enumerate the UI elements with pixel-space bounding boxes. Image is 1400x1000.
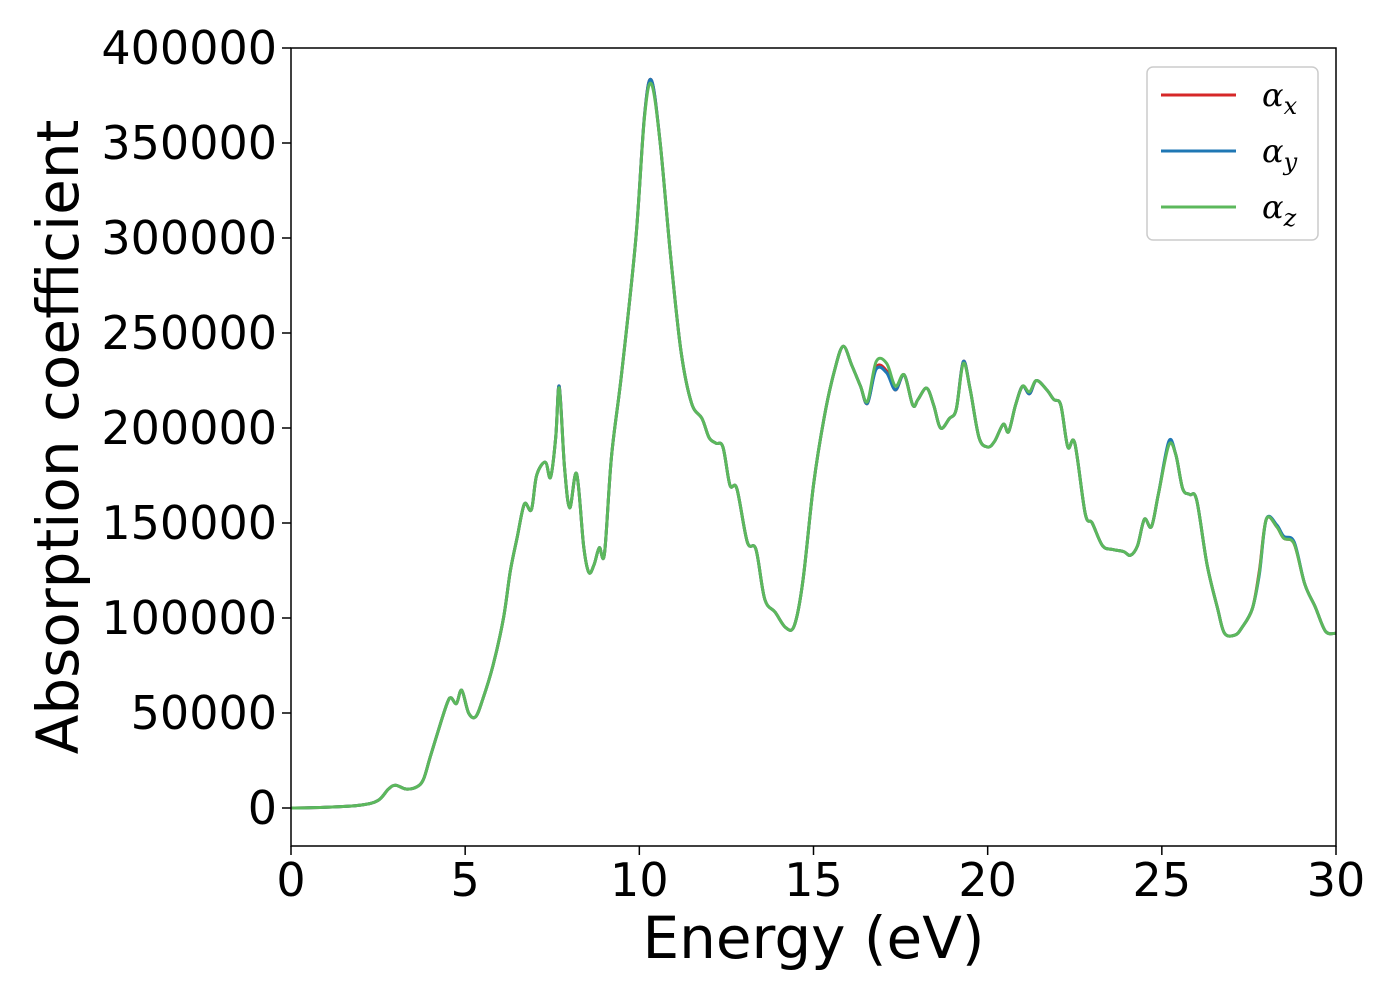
x-axis-label: Energy (eV) — [642, 904, 984, 972]
y-tick-label: 250000 — [101, 306, 277, 360]
y-tick-label: 0 — [248, 781, 277, 835]
x-tick-label: 20 — [958, 853, 1017, 907]
series-line-z — [291, 81, 1336, 810]
legend-label: αx — [1262, 76, 1298, 120]
x-axis-ticks: 0 5 10 15 20 25 30 — [276, 846, 1365, 907]
plot-lines — [291, 77, 1336, 810]
y-axis-label: Absorption coefficient — [24, 120, 92, 755]
legend-box — [1146, 66, 1319, 241]
y-tick-label: 50000 — [131, 686, 277, 740]
y-tick-label: 400000 — [101, 21, 277, 75]
legend-item-x: αx — [1161, 76, 1298, 120]
x-tick-label: 0 — [276, 853, 305, 907]
y-tick-label: 100000 — [101, 591, 277, 645]
x-tick-label: 30 — [1307, 853, 1366, 907]
legend: αx αy αz — [1146, 66, 1319, 241]
legend-item-y: αy — [1161, 132, 1298, 176]
x-tick-label: 25 — [1133, 853, 1192, 907]
x-tick-label: 5 — [451, 853, 480, 907]
legend-label: αz — [1262, 188, 1297, 232]
y-tick-label: 200000 — [101, 401, 277, 455]
x-tick-label: 15 — [784, 853, 843, 907]
legend-label: αy — [1262, 132, 1298, 176]
legend-item-z: αz — [1161, 188, 1297, 232]
y-tick-label: 150000 — [101, 496, 277, 550]
y-axis-ticks: 0 50000 100000 150000 200000 250000 300000 3500… — [101, 21, 291, 835]
y-tick-label: 350000 — [101, 116, 277, 170]
y-tick-label: 300000 — [101, 211, 277, 265]
x-tick-label: 10 — [610, 853, 669, 907]
